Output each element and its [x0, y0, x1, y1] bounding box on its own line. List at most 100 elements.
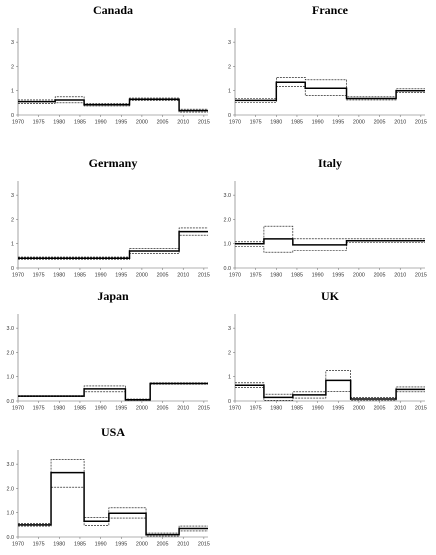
x-tick-label: 1970 — [12, 542, 24, 548]
x-tick-label: 1995 — [115, 406, 127, 412]
panel-japan: Japan 0.0 1.0 2.0 3.0 1970 1975 1980 1985 1990 199… — [7, 289, 210, 412]
x-tick-label: 2000 — [353, 273, 365, 279]
x-tick-label: 1990 — [95, 120, 107, 126]
y-tick-label: 3 — [11, 193, 14, 199]
panel-title-uk: UK — [321, 289, 340, 303]
x-tick-label: 2000 — [136, 120, 148, 126]
x-tick-label: 1975 — [33, 406, 45, 412]
y-tick-label: 2.0 — [7, 486, 15, 492]
panel-germany: Germany 0 1 2 3 1970 1975 1980 1985 1990 1995 2000 2… — [11, 156, 210, 279]
series-estimate-france — [235, 81, 425, 102]
x-tick-label: 1970 — [12, 273, 24, 279]
y-tick-label: 3 — [228, 326, 231, 332]
x-tick-label: 1980 — [53, 120, 65, 126]
x-tick-label: 1975 — [250, 273, 262, 279]
y-tick-label: 0.0 — [7, 535, 15, 541]
x-tick-label: 2005 — [374, 120, 386, 126]
x-tick-label: 1970 — [229, 273, 241, 279]
x-tick-label: 1990 — [312, 406, 324, 412]
x-tick-label: 1990 — [312, 120, 324, 126]
x-tick-label: 1995 — [115, 273, 127, 279]
x-tick-label: 2010 — [394, 120, 406, 126]
y-tick-label: 0 — [11, 113, 14, 119]
series-upper-germany — [18, 227, 208, 258]
y-tick-label: 2.0 — [7, 350, 15, 356]
y-tick-label: 2 — [11, 64, 14, 70]
x-tick-label: 2005 — [374, 406, 386, 412]
x-tick-label: 2015 — [198, 273, 210, 279]
x-tick-label: 2010 — [394, 406, 406, 412]
x-tick-label: 1975 — [33, 273, 45, 279]
series-lower-canada — [18, 100, 208, 113]
x-tick-label: 1995 — [332, 406, 344, 412]
series-estimate-uk — [235, 379, 425, 400]
x-tick-label: 1990 — [312, 273, 324, 279]
x-tick-label: 1985 — [74, 273, 86, 279]
y-tick-label: 2 — [11, 217, 14, 223]
x-tick-label: 1980 — [53, 542, 65, 548]
x-tick-label: 1970 — [12, 406, 24, 412]
x-tick-label: 2010 — [177, 406, 189, 412]
panel-canada: Canada 0 1 2 3 1970 1975 1980 1985 1990 1995 2000 20… — [11, 3, 210, 126]
x-tick-label: 1975 — [250, 120, 262, 126]
y-tick-label: 2 — [228, 64, 231, 70]
x-tick-label: 1970 — [229, 120, 241, 126]
y-tick-label: 3.0 — [224, 193, 232, 199]
x-tick-label: 2000 — [353, 120, 365, 126]
y-tick-label: 0.0 — [224, 266, 232, 272]
x-tick-label: 2015 — [198, 120, 210, 126]
y-tick-label: 3 — [11, 40, 14, 46]
y-tick-label: 1.0 — [7, 511, 15, 517]
x-tick-label: 1980 — [53, 406, 65, 412]
x-tick-label: 2015 — [198, 406, 210, 412]
x-tick-label: 1995 — [115, 120, 127, 126]
x-tick-label: 2005 — [157, 542, 169, 548]
y-tick-label: 3 — [228, 40, 231, 46]
y-tick-label: 2 — [228, 350, 231, 356]
x-tick-label: 1970 — [12, 120, 24, 126]
x-tick-label: 1975 — [33, 120, 45, 126]
x-tick-label: 1975 — [33, 542, 45, 548]
x-tick-label: 2000 — [136, 542, 148, 548]
series-estimate-usa — [18, 471, 208, 536]
x-tick-label: 1985 — [74, 406, 86, 412]
y-tick-label: 0 — [228, 399, 231, 405]
y-tick-label: 3.0 — [7, 462, 15, 468]
series-lower-germany — [18, 234, 208, 260]
y-tick-label: 1 — [11, 89, 14, 95]
y-tick-label: 0.0 — [7, 399, 15, 405]
x-tick-label: 1995 — [332, 120, 344, 126]
x-tick-label: 2010 — [177, 120, 189, 126]
x-tick-label: 2005 — [157, 273, 169, 279]
x-tick-label: 1980 — [270, 406, 282, 412]
y-tick-label: 0 — [228, 113, 231, 119]
panel-title-usa: USA — [101, 425, 125, 439]
x-tick-label: 2000 — [353, 406, 365, 412]
y-tick-label: 1 — [11, 242, 14, 248]
x-tick-label: 1980 — [53, 273, 65, 279]
series-lower-italy — [235, 242, 425, 253]
series-upper-usa — [18, 458, 208, 534]
x-tick-label: 1990 — [95, 542, 107, 548]
x-tick-label: 1990 — [95, 406, 107, 412]
x-tick-label: 1995 — [332, 273, 344, 279]
series-estimate-italy — [235, 238, 425, 246]
panel-title-italy: Italy — [318, 156, 342, 170]
series-lower-japan — [18, 383, 208, 401]
panel-italy: Italy 0.0 1.0 2.0 3.0 1970 1975 1980 1985 1990 199… — [224, 156, 427, 279]
y-tick-label: 1 — [228, 375, 231, 381]
x-tick-label: 2000 — [136, 273, 148, 279]
x-tick-label: 1980 — [270, 120, 282, 126]
panel-title-japan: Japan — [97, 289, 129, 303]
x-tick-label: 1985 — [291, 273, 303, 279]
x-tick-label: 2005 — [157, 406, 169, 412]
x-tick-label: 1985 — [291, 406, 303, 412]
x-tick-label: 2005 — [157, 120, 169, 126]
x-tick-label: 1985 — [291, 120, 303, 126]
y-tick-label: 1 — [228, 89, 231, 95]
x-tick-label: 1990 — [95, 273, 107, 279]
x-tick-label: 1970 — [229, 406, 241, 412]
x-tick-label: 1980 — [270, 273, 282, 279]
x-tick-label: 1995 — [115, 542, 127, 548]
